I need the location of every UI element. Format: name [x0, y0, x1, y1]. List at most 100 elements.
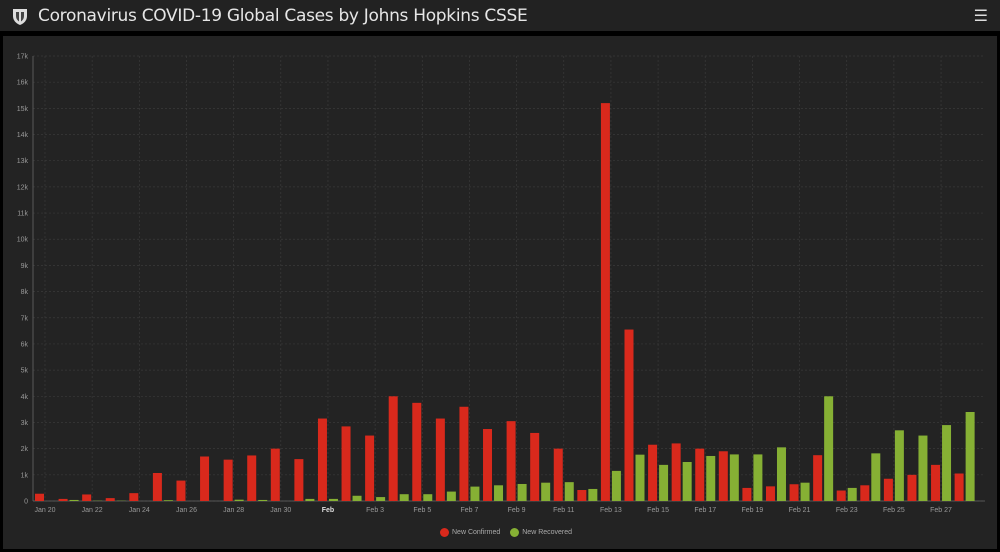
- bar-new-recovered[interactable]: [517, 483, 527, 501]
- bar-new-recovered[interactable]: [541, 482, 551, 501]
- bar-new-confirmed[interactable]: [152, 472, 162, 501]
- bar-new-confirmed[interactable]: [412, 402, 422, 501]
- y-tick-label: 14k: [17, 132, 29, 139]
- y-tick-label: 6k: [21, 341, 29, 348]
- x-tick-label: Feb 21: [789, 507, 811, 514]
- x-tick-label: Feb 23: [836, 507, 858, 514]
- bar-new-confirmed[interactable]: [317, 418, 327, 501]
- bar-new-confirmed[interactable]: [907, 474, 917, 501]
- y-tick-label: 4k: [21, 394, 29, 401]
- bar-new-confirmed[interactable]: [129, 493, 139, 501]
- x-tick-label: Feb 17: [694, 507, 716, 514]
- bar-new-recovered[interactable]: [824, 396, 834, 501]
- legend-item-new-confirmed[interactable]: New Confirmed: [440, 528, 500, 537]
- bar-new-confirmed[interactable]: [836, 490, 846, 501]
- hamburger-menu-icon[interactable]: ☰: [973, 8, 988, 25]
- bar-new-confirmed[interactable]: [600, 103, 610, 501]
- bar-new-confirmed[interactable]: [506, 421, 516, 501]
- x-tick-label: Feb 7: [460, 507, 478, 514]
- x-tick-label: Feb 25: [883, 507, 905, 514]
- bar-new-recovered[interactable]: [564, 482, 574, 501]
- bar-new-confirmed[interactable]: [931, 464, 941, 501]
- bar-new-confirmed[interactable]: [695, 448, 705, 501]
- y-tick-label: 3k: [21, 420, 29, 427]
- bar-new-confirmed[interactable]: [954, 473, 964, 501]
- bar-new-recovered[interactable]: [706, 455, 716, 501]
- bar-new-recovered[interactable]: [847, 487, 857, 501]
- bar-new-recovered[interactable]: [588, 488, 598, 501]
- x-tick-label: Feb 15: [647, 507, 669, 514]
- bar-new-recovered[interactable]: [611, 470, 621, 501]
- bar-new-recovered[interactable]: [163, 500, 173, 501]
- y-tick-label: 2k: [21, 446, 29, 453]
- bar-new-confirmed[interactable]: [58, 498, 68, 501]
- bar-new-confirmed[interactable]: [388, 396, 398, 501]
- bar-new-recovered[interactable]: [352, 495, 362, 501]
- bar-new-recovered[interactable]: [776, 447, 786, 501]
- y-tick-label: 17k: [17, 54, 29, 61]
- bar-new-confirmed[interactable]: [789, 484, 799, 501]
- bar-new-confirmed[interactable]: [105, 498, 115, 501]
- bar-new-confirmed[interactable]: [247, 455, 257, 501]
- bar-new-confirmed[interactable]: [883, 478, 893, 501]
- bar-new-recovered[interactable]: [800, 482, 810, 501]
- bar-new-recovered[interactable]: [305, 498, 315, 501]
- bar-new-confirmed[interactable]: [483, 429, 493, 501]
- bar-new-confirmed[interactable]: [223, 459, 233, 501]
- bar-new-recovered[interactable]: [942, 425, 952, 501]
- bar-new-confirmed[interactable]: [742, 487, 752, 501]
- bar-new-recovered[interactable]: [258, 499, 268, 501]
- bar-new-confirmed[interactable]: [813, 455, 823, 501]
- bar-new-recovered[interactable]: [918, 435, 928, 501]
- bar-new-recovered[interactable]: [871, 453, 881, 501]
- y-tick-label: 15k: [17, 106, 29, 113]
- bar-new-recovered[interactable]: [682, 461, 692, 501]
- bar-new-confirmed[interactable]: [718, 451, 728, 501]
- y-tick-label: 8k: [21, 289, 29, 296]
- y-tick-label: 11k: [17, 211, 28, 218]
- bar-new-confirmed[interactable]: [270, 448, 280, 501]
- bar-new-confirmed[interactable]: [765, 486, 775, 501]
- legend-label: New Recovered: [522, 529, 573, 536]
- bar-new-confirmed[interactable]: [671, 443, 681, 501]
- legend-item-new-recovered[interactable]: New Recovered: [510, 528, 572, 537]
- bar-new-recovered[interactable]: [494, 485, 504, 501]
- bar-new-recovered[interactable]: [69, 499, 79, 501]
- bar-new-recovered[interactable]: [729, 454, 739, 501]
- bar-new-recovered[interactable]: [470, 486, 480, 501]
- bar-new-confirmed[interactable]: [577, 490, 587, 501]
- legend-dot-recovered: [510, 528, 520, 537]
- bar-new-recovered[interactable]: [399, 494, 409, 501]
- bar-new-recovered[interactable]: [328, 498, 338, 501]
- x-tick-label: Jan 20: [34, 507, 55, 514]
- bar-new-confirmed[interactable]: [553, 448, 563, 501]
- bar-new-confirmed[interactable]: [176, 480, 186, 501]
- x-tick-label: Jan 30: [270, 507, 291, 514]
- bar-new-recovered[interactable]: [376, 497, 386, 501]
- bar-new-recovered[interactable]: [423, 494, 433, 501]
- x-tick-label: Jan 26: [176, 507, 197, 514]
- bar-new-confirmed[interactable]: [35, 493, 44, 501]
- bar-new-recovered[interactable]: [659, 464, 669, 501]
- bar-new-confirmed[interactable]: [860, 485, 870, 501]
- bar-new-confirmed[interactable]: [365, 435, 375, 501]
- bar-new-recovered[interactable]: [753, 454, 763, 501]
- bar-new-confirmed[interactable]: [530, 432, 540, 501]
- bar-new-recovered[interactable]: [965, 412, 975, 501]
- bar-new-confirmed[interactable]: [341, 426, 351, 501]
- bar-new-confirmed[interactable]: [624, 329, 634, 501]
- bar-new-confirmed[interactable]: [459, 406, 469, 501]
- bar-new-confirmed[interactable]: [435, 418, 445, 501]
- bar-new-confirmed[interactable]: [294, 459, 304, 501]
- y-tick-label: 9k: [21, 263, 29, 270]
- bar-new-recovered[interactable]: [894, 430, 904, 501]
- y-tick-label: 0: [24, 499, 28, 506]
- bar-new-recovered[interactable]: [234, 499, 244, 501]
- bar-new-confirmed[interactable]: [648, 444, 658, 501]
- x-tick-label: Feb: [322, 507, 334, 514]
- bar-new-recovered[interactable]: [635, 454, 645, 501]
- bar-new-confirmed[interactable]: [200, 456, 210, 502]
- y-tick-label: 10k: [17, 237, 29, 244]
- bar-new-confirmed[interactable]: [82, 494, 92, 501]
- bar-new-recovered[interactable]: [446, 491, 456, 501]
